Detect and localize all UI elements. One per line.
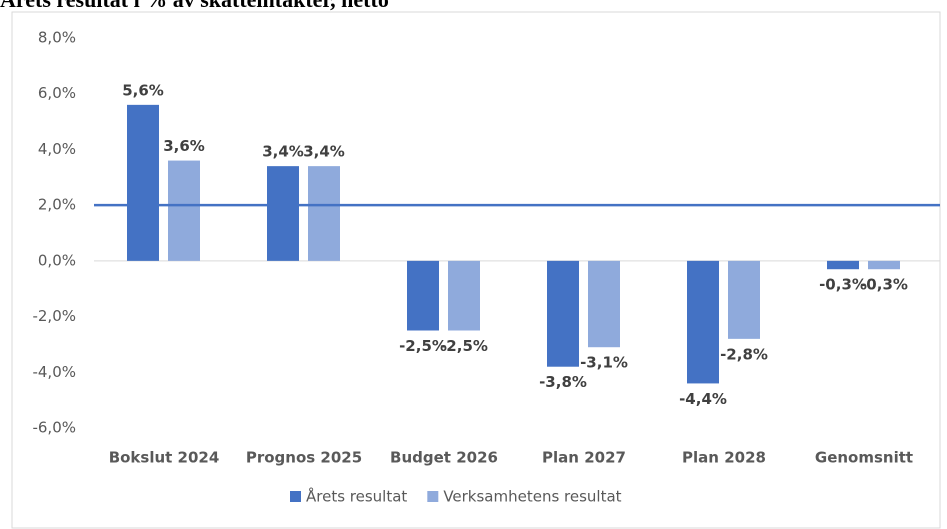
value-label: 3,4% xyxy=(262,143,304,161)
y-tick-label: -2,0% xyxy=(32,307,76,325)
y-tick-label: 2,0% xyxy=(38,196,76,214)
x-tick-label: Plan 2027 xyxy=(542,449,626,467)
value-label: -2,5% xyxy=(440,337,488,355)
legend-label: Årets resultat xyxy=(306,487,407,506)
bar xyxy=(448,260,480,331)
y-tick-label: -6,0% xyxy=(32,419,76,437)
legend-swatch xyxy=(290,491,301,502)
bar xyxy=(687,260,719,384)
bar xyxy=(728,260,760,339)
x-tick-label: Plan 2028 xyxy=(682,449,766,467)
y-tick-label: 4,0% xyxy=(38,140,76,158)
bar xyxy=(308,166,340,261)
bar xyxy=(547,260,579,367)
value-label: -3,8% xyxy=(539,373,587,391)
value-label: -4,4% xyxy=(679,390,727,408)
bar xyxy=(168,160,200,261)
y-tick-label: -4,0% xyxy=(32,363,76,381)
value-label: -0,3% xyxy=(860,276,908,294)
x-tick-label: Prognos 2025 xyxy=(246,449,362,467)
value-label: 3,4% xyxy=(303,143,345,161)
y-tick-label: 0,0% xyxy=(38,251,76,269)
y-tick-label: 8,0% xyxy=(38,29,76,47)
value-label: 5,6% xyxy=(122,81,164,99)
value-label: -2,5% xyxy=(399,337,447,355)
legend-label: Verksamhetens resultat xyxy=(443,488,621,506)
y-tick-label: 6,0% xyxy=(38,84,76,102)
bar xyxy=(267,166,299,261)
legend-swatch xyxy=(427,491,439,502)
value-label: 3,6% xyxy=(163,137,205,155)
value-label: -3,1% xyxy=(580,354,628,372)
bar xyxy=(827,260,859,270)
chart-title: Årets resultat i % av skatteintäkter, ne… xyxy=(0,0,389,12)
bar xyxy=(588,260,620,348)
x-tick-label: Bokslut 2024 xyxy=(109,449,220,467)
x-tick-label: Budget 2026 xyxy=(390,449,498,467)
value-label: -0,3% xyxy=(819,276,867,294)
value-label: -2,8% xyxy=(720,345,768,363)
bar xyxy=(407,260,439,331)
x-tick-label: Genomsnitt xyxy=(815,449,913,467)
bar xyxy=(868,260,900,270)
bar xyxy=(127,104,159,261)
